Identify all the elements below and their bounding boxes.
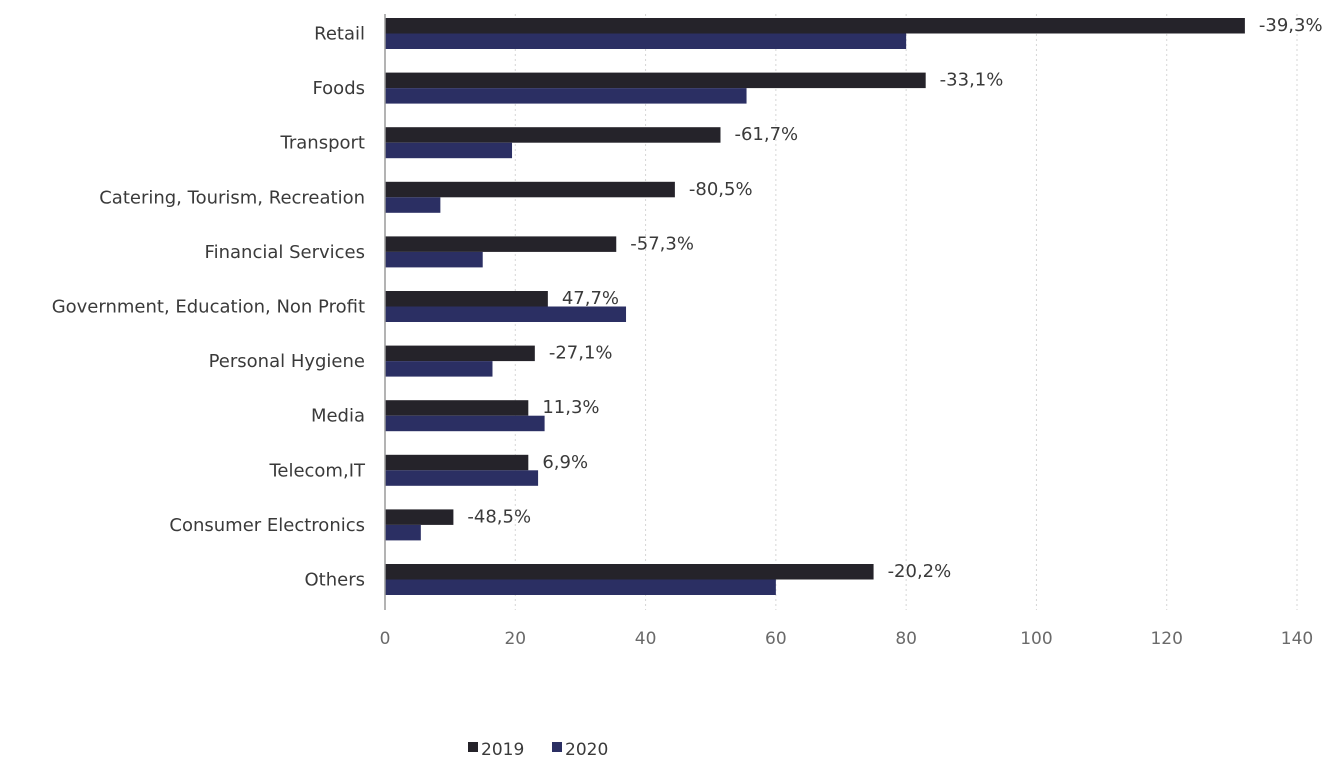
bar-2020 bbox=[385, 306, 627, 322]
legend-marker-2019 bbox=[468, 742, 478, 752]
data-label: -61,7% bbox=[734, 124, 798, 145]
bar-2019 bbox=[385, 236, 617, 252]
bar-2019 bbox=[385, 18, 1245, 34]
legend: 2019 2020 bbox=[468, 740, 608, 760]
bars bbox=[385, 18, 1245, 595]
bar-2019 bbox=[385, 454, 529, 471]
data-label: -20,2% bbox=[888, 561, 952, 582]
category-label: Consumer Electronics bbox=[169, 515, 365, 536]
data-labels: -39,3% -33,1% -61,7% -80,5% -57,3% 47,7% -27,1… bbox=[467, 15, 1322, 582]
bar-2020 bbox=[385, 361, 493, 377]
bar-2020 bbox=[385, 251, 483, 268]
category-label: Media bbox=[311, 406, 365, 427]
bar-2019 bbox=[385, 564, 874, 580]
legend-label: 2019 bbox=[481, 740, 524, 760]
bar-2020 bbox=[385, 197, 441, 213]
legend-marker-2020 bbox=[552, 742, 562, 752]
category-label: Telecom,IT bbox=[268, 460, 366, 481]
bar-2020 bbox=[385, 470, 539, 486]
bar-2020 bbox=[385, 579, 776, 595]
category-label: Foods bbox=[312, 78, 365, 99]
bar-2019 bbox=[385, 509, 454, 525]
x-tick-label: 80 bbox=[895, 629, 917, 649]
category-label: Others bbox=[305, 570, 366, 591]
bar-2019 bbox=[385, 127, 721, 143]
category-labels: Retail Foods Transport Catering, Tourism, R… bbox=[52, 24, 366, 591]
data-label: -39,3% bbox=[1259, 15, 1323, 36]
gridlines bbox=[514, 14, 1298, 610]
data-label: -27,1% bbox=[549, 343, 613, 364]
data-label: 11,3% bbox=[542, 397, 599, 418]
bar-2019 bbox=[385, 181, 675, 198]
x-tick-label: 20 bbox=[504, 629, 526, 649]
data-label: -57,3% bbox=[630, 233, 694, 254]
data-label: -33,1% bbox=[940, 70, 1004, 91]
x-tick-label: 0 bbox=[380, 629, 391, 649]
category-label: Government, Education, Non Profit bbox=[52, 297, 365, 318]
category-label: Financial Services bbox=[205, 242, 365, 263]
bar-2020 bbox=[385, 88, 747, 104]
data-label: -80,5% bbox=[689, 179, 753, 200]
bar-2019 bbox=[385, 291, 548, 307]
x-tick-label: 100 bbox=[1020, 629, 1052, 649]
data-label: 6,9% bbox=[542, 452, 588, 473]
category-label: Retail bbox=[314, 24, 365, 45]
bar-2019 bbox=[385, 72, 926, 89]
bar-2019 bbox=[385, 345, 535, 362]
legend-label: 2020 bbox=[565, 740, 608, 760]
bar-2019 bbox=[385, 400, 529, 416]
x-tick-label: 120 bbox=[1150, 629, 1182, 649]
x-tick-label: 140 bbox=[1281, 629, 1313, 649]
bar-2020 bbox=[385, 142, 513, 159]
data-label: 47,7% bbox=[562, 288, 619, 309]
bar-2020 bbox=[385, 415, 545, 432]
category-label: Personal Hygiene bbox=[209, 351, 365, 372]
bar-2020 bbox=[385, 33, 907, 49]
category-label: Catering, Tourism, Recreation bbox=[99, 187, 365, 208]
x-axis-ticks: 0 20 40 60 80 100 120 140 bbox=[380, 629, 1314, 649]
bar-2020 bbox=[385, 524, 421, 541]
x-tick-label: 60 bbox=[765, 629, 787, 649]
category-label: Transport bbox=[280, 133, 365, 154]
data-label: -48,5% bbox=[467, 506, 531, 527]
x-tick-label: 40 bbox=[635, 629, 657, 649]
